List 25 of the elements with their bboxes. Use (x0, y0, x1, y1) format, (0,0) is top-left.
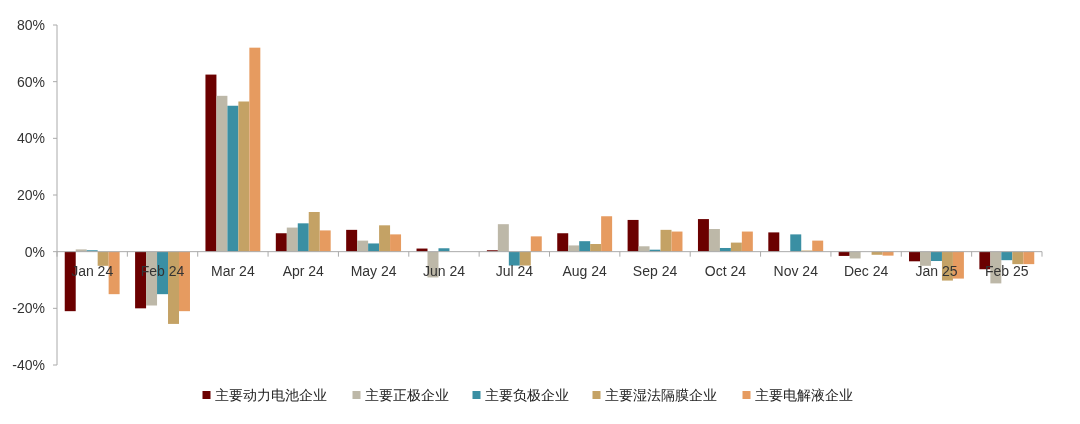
x-tick-label: Apr 24 (282, 262, 325, 279)
x-tick-label: Aug 24 (562, 262, 608, 279)
legend-label: 主要电解液企业 (754, 387, 853, 403)
y-tick-label: 0% (24, 243, 45, 260)
legend-label: 主要负极企业 (484, 387, 569, 403)
x-tick-label: Dec 24 (843, 262, 889, 279)
y-tick-label: -40% (12, 357, 45, 373)
legend-label: 主要湿法隔膜企业 (604, 387, 717, 403)
x-tick-label: Sep 24 (632, 262, 678, 279)
x-tick-label: May 24 (350, 262, 397, 279)
legend-label: 主要动力电池企业 (214, 387, 327, 403)
x-tick-label: Feb 24 (140, 262, 185, 279)
legend-label: 主要正极企业 (364, 387, 449, 403)
x-tick-label: Jun 24 (422, 262, 466, 279)
x-tick-label: Feb 25 (985, 262, 1029, 279)
y-tick-label: 40% (16, 130, 45, 147)
y-tick-label: -20% (12, 300, 45, 317)
x-tick-label: Jul 24 (495, 262, 534, 279)
y-tick-label: 20% (16, 187, 45, 203)
y-tick-label: 60% (16, 73, 45, 90)
y-tick-label: 80% (16, 17, 45, 33)
x-tick-label: Mar 24 (211, 262, 255, 279)
x-tick-label: Jan 25 (915, 262, 958, 279)
x-tick-label: Oct 24 (704, 262, 747, 279)
x-tick-label: Nov 24 (773, 262, 819, 279)
